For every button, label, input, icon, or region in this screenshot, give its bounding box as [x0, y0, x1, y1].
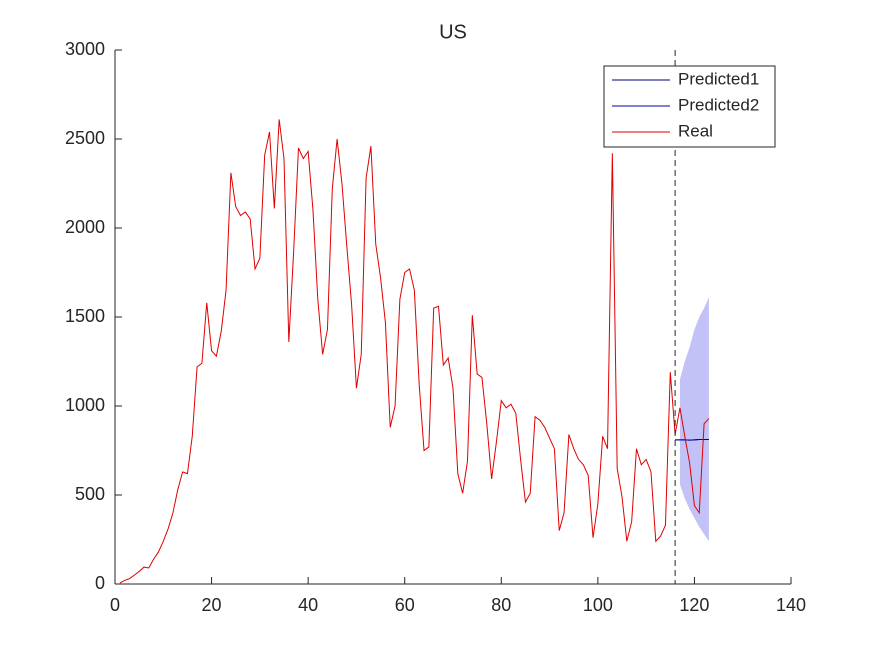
legend-label: Predicted1 — [678, 69, 759, 88]
series-line — [119, 119, 710, 584]
y-tick-label: 0 — [95, 573, 105, 593]
y-tick-label: 1500 — [65, 306, 105, 326]
x-tick-label: 140 — [776, 595, 806, 615]
x-tick-label: 20 — [202, 595, 222, 615]
x-tick-label: 60 — [395, 595, 415, 615]
x-tick-label: 0 — [110, 595, 120, 615]
x-tick-label: 40 — [298, 595, 318, 615]
legend-label: Real — [678, 121, 713, 140]
x-tick-label: 80 — [491, 595, 511, 615]
y-tick-label: 3000 — [65, 39, 105, 59]
y-tick-label: 1000 — [65, 395, 105, 415]
legend-label: Predicted2 — [678, 95, 759, 114]
confidence-band — [679, 297, 709, 542]
y-tick-label: 2000 — [65, 217, 105, 237]
y-tick-label: 2500 — [65, 128, 105, 148]
y-tick-label: 500 — [75, 484, 105, 504]
chart-title: US — [439, 21, 467, 43]
x-tick-label: 120 — [679, 595, 709, 615]
x-tick-label: 100 — [583, 595, 613, 615]
